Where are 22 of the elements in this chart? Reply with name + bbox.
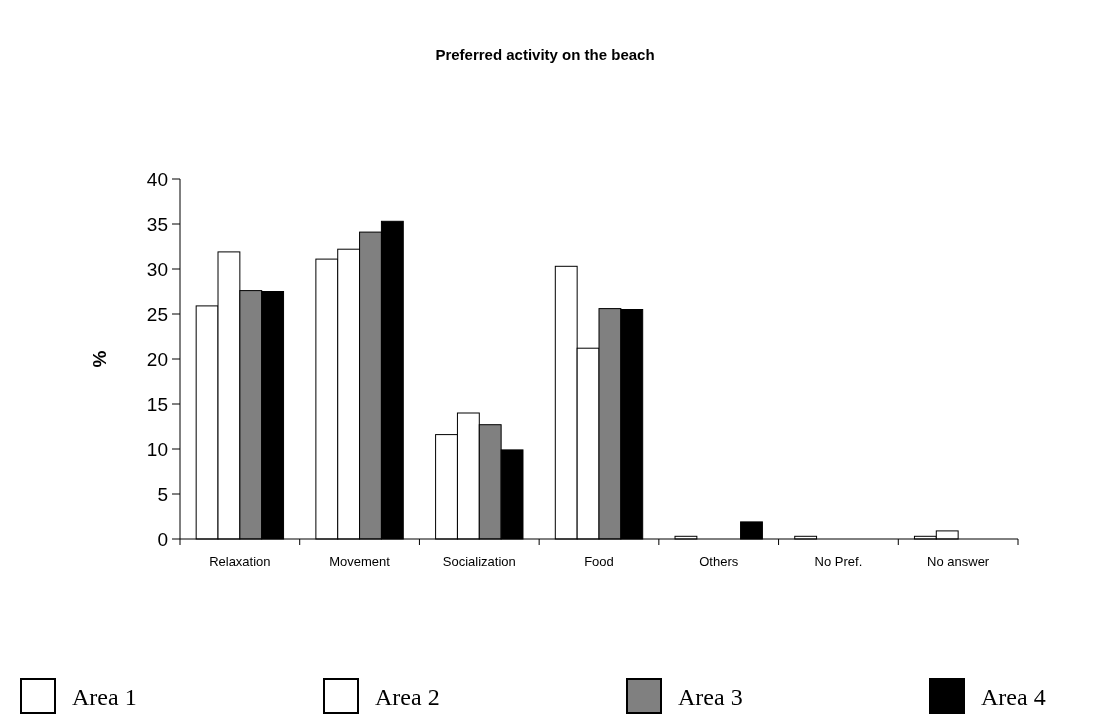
y-tick-label: 0 [157,528,168,550]
legend-label: Area 3 [678,684,743,710]
y-tick-label: 5 [157,483,168,505]
x-tick-label: Relaxation [209,554,271,569]
x-tick-label: Socialization [442,554,516,569]
x-tick-label: Others [699,554,739,569]
y-tick-label: 20 [146,348,168,370]
y-tick-label: 35 [146,213,168,235]
y-tick-label: 10 [146,438,168,460]
x-tick-label: Food [584,554,614,569]
x-tick-label: Movement [329,554,391,569]
y-axis-title: % [89,350,110,368]
legend-label: Area 1 [72,684,137,710]
y-tick-label: 25 [146,303,168,325]
y-tick-label: 15 [146,393,168,415]
x-tick-label: No answer [927,554,990,569]
chart-title: Preferred activity on the beach [435,46,655,63]
y-tick-label: 40 [146,168,168,190]
x-tick-label: No Pref. [814,554,863,569]
legend-label: Area 4 [981,684,1046,710]
y-tick-label: 30 [146,258,168,280]
legend-label: Area 2 [375,684,440,710]
